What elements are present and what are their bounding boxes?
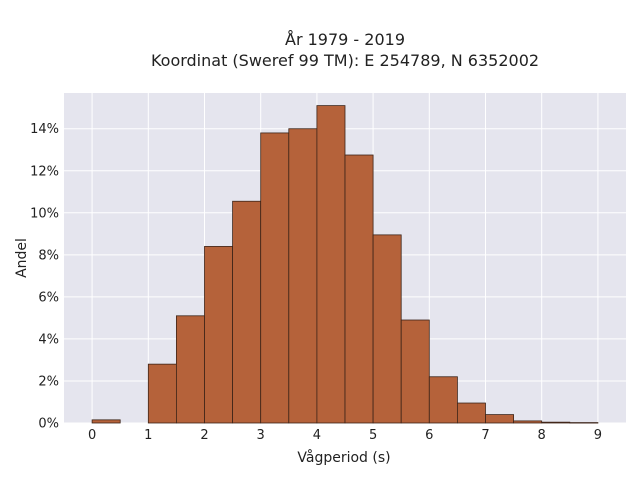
y-tick-label: 0% xyxy=(38,417,59,432)
x-tick-label: 3 xyxy=(257,428,265,443)
y-tick-label: 6% xyxy=(38,290,59,305)
x-axis-label: Vågperiod (s) xyxy=(297,449,390,466)
y-tick-label: 10% xyxy=(30,206,59,221)
x-tick-label: 0 xyxy=(88,428,96,443)
histogram-bar xyxy=(316,105,346,424)
histogram-bar xyxy=(456,402,486,424)
x-tick-label: 5 xyxy=(369,428,377,443)
histogram-bar xyxy=(175,315,205,424)
y-axis-ticks: 0% 2% 4% 6% 8% 10% 12% 14% xyxy=(30,122,59,431)
y-tick-label: 8% xyxy=(38,248,59,263)
x-tick-label: 1 xyxy=(144,428,152,443)
histogram-bar xyxy=(400,319,430,424)
x-tick-label: 6 xyxy=(425,428,433,443)
histogram-bar xyxy=(260,132,290,424)
histogram-bar xyxy=(569,422,599,424)
x-tick-label: 8 xyxy=(538,428,546,443)
y-tick-label: 4% xyxy=(38,332,59,347)
y-tick-label: 2% xyxy=(38,374,59,389)
x-tick-label: 2 xyxy=(200,428,208,443)
x-tick-label: 7 xyxy=(481,428,489,443)
histogram-bar xyxy=(91,419,121,424)
y-tick-label: 14% xyxy=(30,122,59,137)
bars xyxy=(91,105,599,424)
x-axis-ticks: 0 1 2 3 4 5 6 7 8 9 xyxy=(88,428,602,443)
histogram-bar xyxy=(485,414,515,424)
histogram-bar xyxy=(513,420,543,424)
y-axis-label: Andel xyxy=(14,238,30,278)
chart-title-line1: År 1979 - 2019 xyxy=(285,30,405,49)
histogram-bar xyxy=(204,246,234,424)
histogram-bar xyxy=(147,363,177,424)
x-tick-label: 9 xyxy=(594,428,602,443)
y-tick-label: 12% xyxy=(30,164,59,179)
histogram-bar xyxy=(344,154,374,424)
histogram-bar xyxy=(541,421,571,424)
x-tick-label: 4 xyxy=(313,428,321,443)
histogram-bar xyxy=(232,200,262,424)
chart-title-line2: Koordinat (Sweref 99 TM): E 254789, N 63… xyxy=(151,51,539,70)
histogram-bar xyxy=(288,128,318,424)
histogram-bar xyxy=(428,376,458,424)
histogram-bar xyxy=(372,234,402,424)
